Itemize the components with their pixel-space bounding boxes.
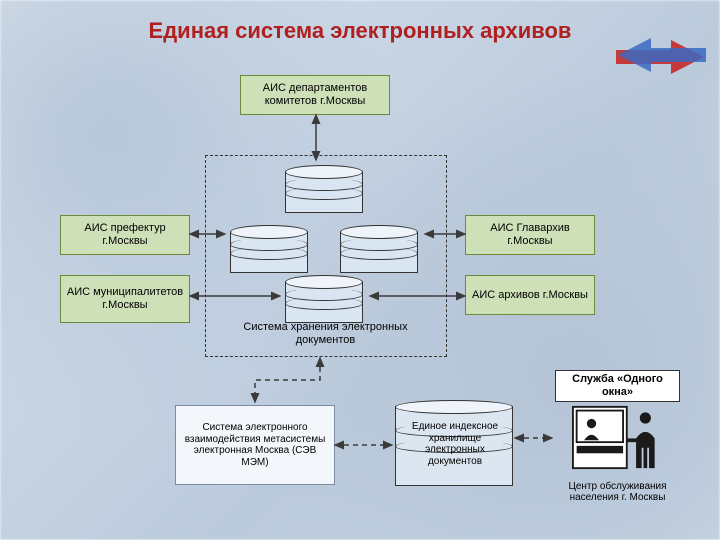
cylinder-1 [230,225,308,273]
box-index: Единое индексное хранилище электронных д… [395,405,515,483]
corner-arrows-icon [616,32,706,82]
cylinder-2 [340,225,418,273]
box-left2: АИС муниципалитетов г.Москвы [60,275,190,323]
box-service_sub: Центр обслуживания населения г. Москвы [555,475,680,509]
cylinder-0 [285,165,363,213]
page-title: Единая система электронных архивов [0,18,720,44]
service-window-icon [570,405,665,470]
box-service_title: Служба «Одного окна» [555,370,680,402]
box-right2: АИС архивов г.Москвы [465,275,595,315]
box-top: АИС департаментов комитетов г.Москвы [240,75,390,115]
cylinder-3 [285,275,363,323]
box-right1: АИС Главархив г.Москвы [465,215,595,255]
box-storage_label: Система хранения электронных документов [238,318,413,350]
box-left1: АИС префектур г.Москвы [60,215,190,255]
box-sev: Система электронного взаимодействия мета… [175,405,335,485]
